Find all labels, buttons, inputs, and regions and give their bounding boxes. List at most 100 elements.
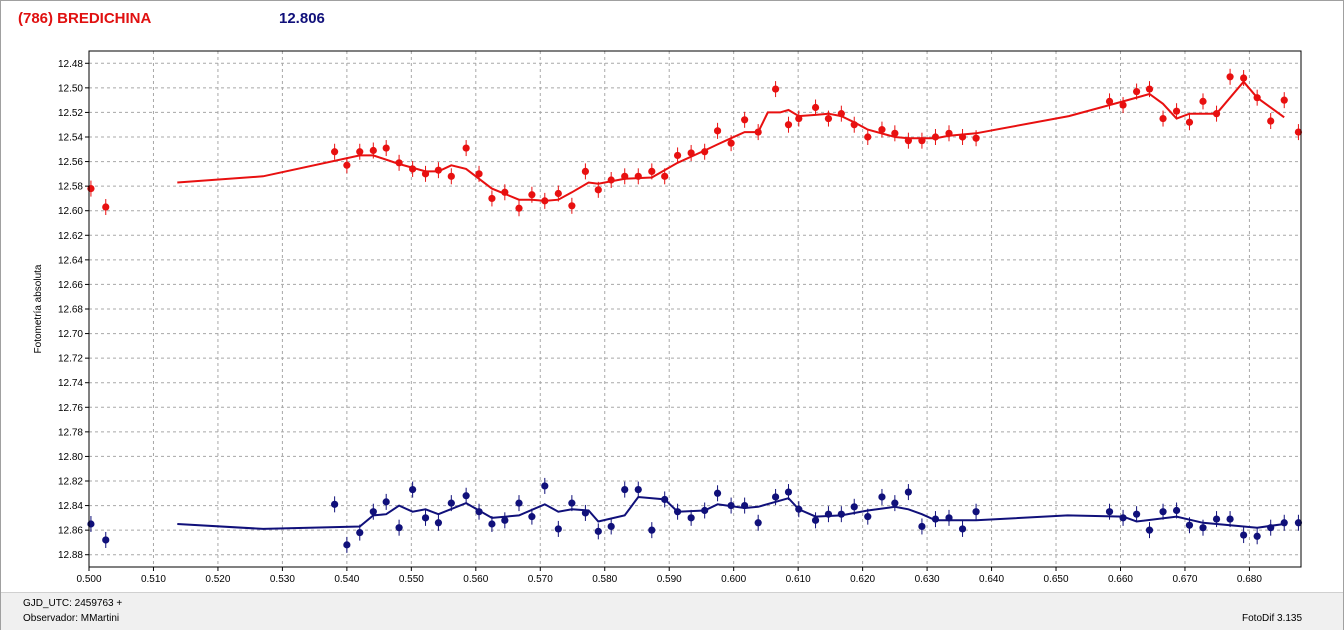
data-point [850, 121, 858, 129]
data-point [850, 503, 858, 511]
data-point [607, 522, 615, 531]
data-point [1199, 524, 1207, 532]
data-point [904, 488, 912, 496]
gjd-label: GJD_UTC: 2459763 + [23, 598, 123, 609]
data-point [541, 197, 549, 205]
data-point [864, 133, 872, 141]
data-point [1240, 74, 1248, 82]
y-tick-label: 12.64 [58, 255, 83, 266]
x-tick-label: 0.510 [141, 574, 166, 585]
data-point [447, 172, 455, 180]
photometry-chart: 0.500 0.510 0.520 0.530 0.540 0.550 0.560 0.570… [33, 50, 1303, 585]
data-point [824, 510, 833, 518]
y-tick-label: 12.76 [58, 403, 83, 414]
data-point [568, 202, 576, 210]
data-point [382, 498, 390, 506]
y-tick-label: 12.86 [58, 526, 83, 537]
y-tick-label: 12.72 [58, 354, 83, 365]
data-point [754, 128, 762, 136]
data-point [1212, 110, 1221, 118]
data-point [1253, 94, 1261, 102]
data-point [687, 149, 695, 157]
data-point [891, 499, 899, 507]
data-point [1294, 128, 1303, 136]
data-point [1133, 87, 1141, 96]
x-tick-label: 0.530 [270, 574, 295, 585]
data-point [434, 166, 443, 174]
data-point [972, 134, 980, 142]
y-tick-label: 12.74 [58, 378, 83, 389]
data-point [369, 146, 377, 155]
software-version: FotoDif 3.135 [1242, 613, 1303, 624]
data-point [1253, 532, 1261, 540]
y-tick-label: 12.50 [58, 83, 83, 94]
data-point [434, 519, 443, 527]
data-point [475, 170, 483, 178]
data-point [409, 165, 417, 173]
data-point [102, 203, 110, 211]
data-point [1145, 526, 1154, 534]
data-point [891, 129, 899, 137]
data-point [648, 167, 656, 175]
data-point [488, 520, 496, 528]
data-series [87, 68, 1303, 553]
data-point [409, 486, 417, 494]
data-point [541, 482, 549, 490]
data-point [1267, 117, 1275, 125]
series-2 [87, 477, 1303, 553]
data-point [673, 508, 682, 516]
data-point [331, 148, 339, 156]
data-point [945, 514, 953, 522]
x-tick-label: 0.660 [1108, 574, 1133, 585]
data-point [904, 137, 912, 145]
data-point [356, 529, 364, 537]
status-footer: GJD_UTC: 2459763 + Observador: MMartini … [1, 592, 1343, 630]
data-point [771, 493, 780, 501]
data-point [1172, 506, 1181, 515]
y-axis-label: Fotometría absoluta [33, 264, 44, 353]
grid-lines [88, 51, 1301, 567]
data-point [621, 172, 629, 180]
observer-label: Observador: MMartini [23, 613, 120, 624]
data-point [1267, 524, 1275, 532]
data-point [447, 499, 455, 507]
x-tick-label: 0.650 [1044, 574, 1069, 585]
y-tick-label: 12.68 [58, 305, 83, 316]
data-point [1119, 101, 1127, 109]
data-point [713, 489, 722, 497]
x-tick-label: 0.570 [528, 574, 553, 585]
y-tick-label: 12.62 [58, 231, 83, 242]
data-point [784, 121, 793, 129]
x-tick-label: 0.590 [657, 574, 682, 585]
data-point [356, 148, 364, 156]
y-tick-label: 12.70 [58, 329, 83, 340]
magnitude-value: 12.806 [279, 10, 325, 27]
data-point [1199, 97, 1207, 105]
data-point [811, 103, 820, 112]
data-point [581, 509, 590, 517]
y-tick-label: 12.66 [58, 280, 83, 291]
y-tick-label: 12.58 [58, 182, 83, 193]
data-point [727, 139, 735, 147]
data-point [554, 525, 562, 533]
data-point [727, 501, 735, 510]
x-tick-label: 0.620 [850, 574, 875, 585]
data-point [648, 526, 656, 534]
data-point [634, 486, 642, 494]
data-point [501, 188, 509, 196]
x-tick-label: 0.600 [721, 574, 746, 585]
data-point [931, 515, 940, 523]
data-point [771, 85, 780, 93]
data-point [878, 126, 886, 134]
data-point [462, 144, 470, 152]
y-tick-label: 12.88 [58, 550, 83, 561]
data-point [837, 110, 845, 118]
y-tick-label: 12.60 [58, 206, 83, 217]
data-point [837, 510, 845, 518]
data-point [661, 172, 669, 180]
x-tick-label: 0.610 [786, 574, 811, 585]
data-point [1280, 519, 1288, 527]
data-point [784, 488, 793, 496]
data-point [795, 114, 803, 123]
data-point [741, 501, 749, 510]
